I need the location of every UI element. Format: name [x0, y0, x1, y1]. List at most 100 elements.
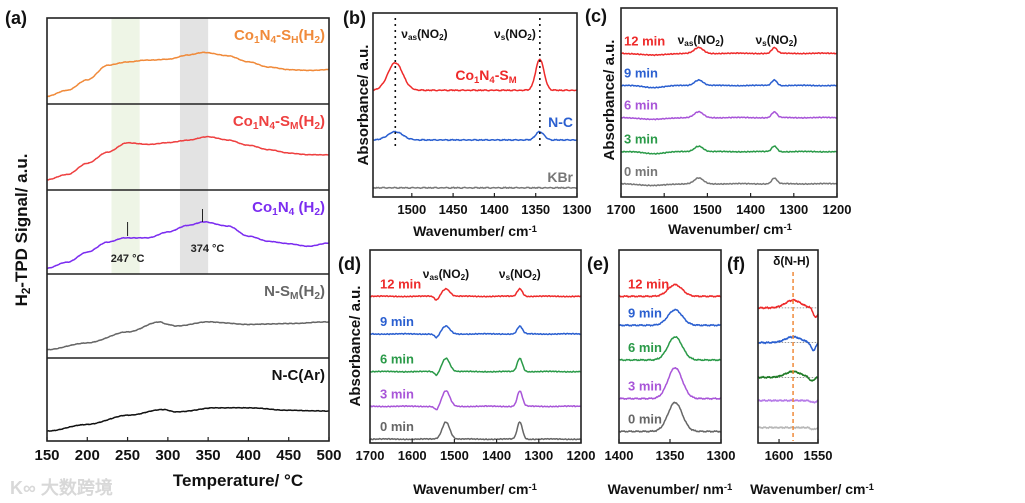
band-assignment-label: νs(NO2) — [494, 27, 536, 42]
series-line — [757, 398, 819, 404]
x-tick-label: 1300 — [524, 448, 553, 463]
x-tick-label: 1350 — [656, 448, 685, 463]
peak-temperature-label: 374 °C — [191, 243, 225, 255]
x-axis-label: Wavenumber/ nm-1 — [608, 481, 733, 497]
x-tick-label: 1550 — [804, 448, 833, 463]
series-line — [618, 308, 722, 327]
panel-d: 12 min 9 min 6 min 3 min 0 min νas(NO2) νs(NO2… — [338, 249, 596, 497]
x-tick-label: 150 — [34, 447, 59, 464]
series-line — [46, 51, 330, 98]
highlight-band — [179, 18, 209, 274]
series-line — [620, 145, 838, 155]
band-assignment-label: νs(NO2) — [755, 33, 797, 48]
x-axis-label: Wavenumber/ cm-1 — [750, 481, 875, 497]
plot-frame — [757, 249, 819, 444]
series-line — [46, 135, 330, 181]
series-line — [370, 390, 582, 411]
watermark-logo: K∞ 大数跨境 — [10, 477, 113, 498]
reference-label: δ(N-H) — [773, 254, 810, 268]
series-label: 3 min — [624, 132, 658, 147]
x-tick-label: 1400 — [482, 448, 511, 463]
y-axis-label: Absorbance/ a.u. — [355, 45, 372, 166]
panel-e: 12 min 9 min 6 min 3 min 0 min 1400 1350 1300 Wa… — [587, 249, 735, 497]
series-line — [618, 401, 722, 434]
series-line — [372, 130, 578, 142]
series-line — [369, 287, 582, 301]
panel-letter: (f) — [727, 254, 745, 274]
series-label: Co1N4-SH(H2) — [234, 27, 325, 46]
series-line — [757, 370, 819, 382]
series-line — [46, 406, 330, 432]
x-tick-label: 250 — [115, 447, 140, 464]
series-label: 0 min — [380, 419, 414, 434]
series-label: 0 min — [628, 411, 662, 426]
series-label: N-C(Ar) — [272, 367, 325, 384]
series-label: 3 min — [380, 386, 414, 401]
series-line — [372, 58, 578, 92]
x-axis-label: Wavenumber/ cm-1 — [413, 481, 538, 497]
x-tick-label: 200 — [75, 447, 100, 464]
plot-frame — [46, 17, 330, 442]
x-tick-label: 400 — [236, 447, 261, 464]
panel-f: δ(N-H) 1600 1550 Wavenumber/ cm-1 (f) — [727, 249, 875, 497]
panel-b: Co1N4-SM N-C KBr νas(NO2) νs(NO2) 1500 1450 140… — [343, 8, 591, 239]
series-line — [47, 221, 330, 270]
x-tick-label: 1400 — [605, 448, 634, 463]
series-label: 6 min — [624, 98, 658, 113]
series-label: 9 min — [380, 314, 414, 329]
x-tick-label: 1350 — [521, 202, 550, 217]
series-line — [618, 283, 721, 298]
series-label: 3 min — [628, 379, 662, 394]
plot-frame — [369, 249, 582, 444]
y-axis-label: Absorbance/ a.u. — [601, 40, 618, 161]
series-label: 9 min — [628, 305, 662, 320]
x-tick-label: 1200 — [567, 448, 596, 463]
x-tick-label: 1500 — [693, 202, 722, 217]
panel-letter: (b) — [343, 8, 366, 28]
panel-letter: (a) — [5, 8, 27, 28]
x-tick-label: 1700 — [607, 202, 636, 217]
series-line — [372, 186, 578, 190]
series-line — [620, 46, 838, 57]
panel-a: Co1N4-SH(H2) Co1N4-SM(H2) Co1N4 (H2) N-SM(H… — [5, 8, 342, 490]
x-tick-label: 1450 — [439, 202, 468, 217]
series-line — [620, 78, 838, 89]
series-line — [757, 425, 819, 431]
band-assignment-label: νas(NO2) — [423, 267, 469, 282]
x-tick-label: 300 — [155, 447, 180, 464]
series-line — [369, 325, 582, 339]
series-line — [618, 335, 722, 362]
x-tick-label: 1600 — [650, 202, 679, 217]
x-tick-label: 1700 — [356, 448, 385, 463]
x-tick-label: 1600 — [765, 448, 794, 463]
y-axis-label: H2-TPD Signal/ a.u. — [12, 154, 33, 307]
series-label: 12 min — [380, 276, 421, 291]
panel-letter: (e) — [587, 254, 609, 274]
y-axis-label: Absorbance/ a.u. — [347, 286, 364, 407]
x-tick-label: 500 — [316, 447, 341, 464]
x-axis-label: Temperature/ °C — [173, 471, 303, 490]
x-tick-label: 350 — [196, 447, 221, 464]
series-label: 12 min — [628, 276, 669, 291]
x-tick-label: 1500 — [440, 448, 469, 463]
series-line — [369, 357, 582, 377]
x-axis-label: Wavenumber/ cm-1 — [413, 223, 538, 239]
series-label: 12 min — [624, 33, 665, 48]
series-label: KBr — [547, 169, 573, 185]
plot-frame — [620, 7, 838, 198]
x-tick-label: 1400 — [736, 202, 765, 217]
series-line — [757, 335, 819, 352]
series-line — [620, 110, 838, 121]
series-line — [618, 366, 722, 401]
band-assignment-label: νas(NO2) — [401, 27, 447, 42]
x-tick-label: 1300 — [779, 202, 808, 217]
x-tick-label: 450 — [276, 447, 301, 464]
plot-frame — [372, 12, 578, 198]
x-tick-label: 1500 — [397, 202, 426, 217]
x-tick-label: 1600 — [398, 448, 427, 463]
series-label: Co1N4-SM(H2) — [233, 113, 325, 132]
band-assignment-label: νas(NO2) — [678, 33, 724, 48]
series-line — [369, 421, 582, 441]
x-tick-label: 1400 — [480, 202, 509, 217]
